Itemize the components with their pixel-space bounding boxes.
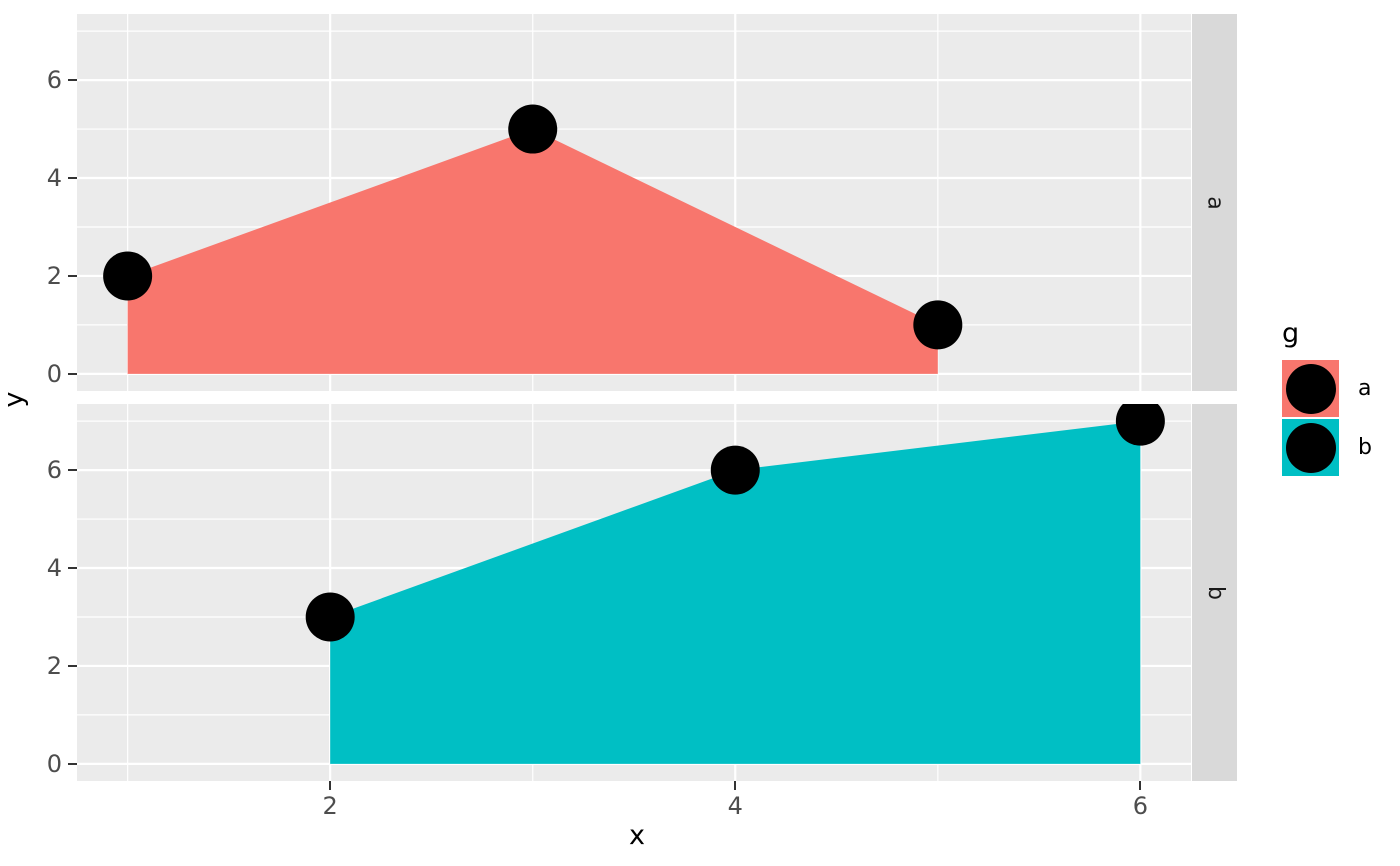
- legend-title: g: [1282, 318, 1300, 349]
- y-tick-mark: [68, 762, 77, 765]
- legend-entry-b: b: [1282, 419, 1372, 476]
- legend-point-icon: [1285, 363, 1336, 414]
- y-tick-label: 2: [46, 651, 62, 680]
- legend-key-b: [1282, 419, 1339, 476]
- panel-canvas-b: [77, 404, 1191, 781]
- facet-panel-a: [77, 14, 1191, 391]
- x-tick-label: 6: [1132, 792, 1148, 820]
- panel-canvas-a: [77, 14, 1191, 391]
- y-tick-label: 0: [46, 359, 62, 388]
- y-axis-title: y: [0, 391, 30, 408]
- y-tick-label: 4: [46, 164, 62, 193]
- data-point: [710, 445, 760, 495]
- facet-strip-label: a: [1202, 195, 1228, 210]
- area-series-b: [330, 421, 1141, 764]
- y-tick-mark: [68, 78, 77, 82]
- facet-strip-a: a: [1192, 14, 1237, 391]
- area-series-a: [127, 129, 938, 374]
- facet-strip-b: b: [1192, 404, 1237, 781]
- facet-strip-label: b: [1202, 585, 1228, 600]
- data-point: [1115, 404, 1165, 446]
- data-point: [305, 592, 355, 642]
- y-tick-label: 6: [46, 456, 62, 485]
- y-tick-label: 0: [46, 749, 62, 778]
- data-point: [913, 300, 963, 350]
- y-tick-label: 2: [46, 261, 62, 290]
- legend-entry-a: a: [1282, 360, 1372, 417]
- facet-panel-b: [77, 404, 1191, 781]
- y-tick-mark: [68, 566, 77, 570]
- x-axis-title: x: [629, 820, 645, 851]
- x-tick-label: 4: [727, 792, 743, 820]
- y-tick-mark: [68, 664, 77, 668]
- y-tick-mark: [68, 176, 77, 180]
- legend-point-icon: [1285, 422, 1336, 473]
- y-tick-label: 6: [46, 66, 62, 95]
- data-point: [508, 104, 558, 154]
- y-tick-mark: [68, 372, 77, 375]
- y-tick-mark: [68, 468, 77, 472]
- x-tick-mark: [329, 781, 332, 790]
- x-tick-mark: [734, 781, 737, 790]
- y-tick-mark: [68, 274, 77, 278]
- x-tick-label: 2: [322, 792, 338, 820]
- y-tick-label: 4: [46, 554, 62, 583]
- x-tick-mark: [1139, 781, 1142, 790]
- legend-entry-label: a: [1358, 375, 1372, 401]
- legend: g a b: [1282, 320, 1372, 478]
- legend-entry-label: b: [1358, 434, 1372, 460]
- data-point: [103, 251, 153, 301]
- legend-key-a: [1282, 360, 1339, 417]
